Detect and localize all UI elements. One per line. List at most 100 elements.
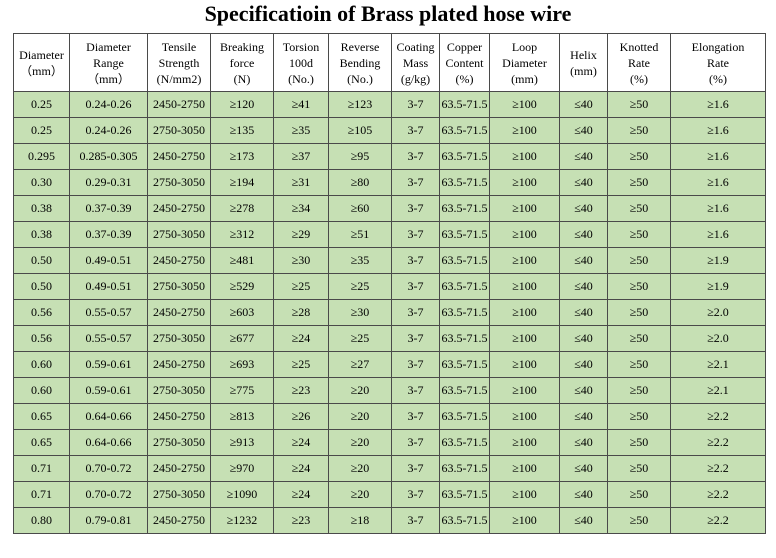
table-cell: ≥100	[489, 247, 560, 274]
table-cell: ≥2.2	[670, 481, 766, 508]
table-cell: ≥775	[210, 377, 274, 404]
table-cell: 0.37-0.39	[69, 195, 148, 222]
table-cell: ≥35	[328, 247, 392, 274]
column-header: Breaking force (N)	[210, 33, 274, 92]
table-cell: ≥2.1	[670, 377, 766, 404]
table-cell: ≥50	[607, 117, 671, 144]
table-cell: ≥29	[273, 221, 329, 248]
table-cell: 0.55-0.57	[69, 325, 148, 352]
table-cell: ≥60	[328, 195, 392, 222]
table-row: 0.30 0.29-0.31 2750-3050 ≥194 ≥31 ≥80 3-7 63.5-…	[13, 169, 766, 196]
table-row: 0.65 0.64-0.66 2450-2750 ≥813 ≥26 ≥20 3-7 63.5-…	[13, 403, 766, 430]
table-cell: ≥120	[210, 91, 274, 118]
table-cell: 63.5-71.5	[439, 247, 490, 274]
page-title: Specificatioin of Brass plated hose wire	[204, 1, 572, 26]
table-row: 0.25 0.24-0.26 2450-2750 ≥120 ≥41 ≥123 3-7 63.5…	[13, 91, 766, 118]
table-cell: ≤40	[559, 247, 608, 274]
table-cell: ≥20	[328, 481, 392, 508]
column-header-line: (No.)	[347, 71, 373, 86]
table-cell: ≥194	[210, 169, 274, 196]
column-header-line: Loop	[511, 39, 538, 54]
table-cell: ≥1090	[210, 481, 274, 508]
table-cell: ≤40	[559, 221, 608, 248]
table-cell: ≥50	[607, 299, 671, 326]
table-cell: ≥813	[210, 403, 274, 430]
table-cell: ≥2.2	[670, 429, 766, 456]
table-cell: ≥173	[210, 143, 274, 170]
table-cell: 0.25	[13, 91, 70, 118]
column-header: Copper Content (%)	[439, 33, 490, 92]
table-cell: ≥105	[328, 117, 392, 144]
table-body: 0.25 0.24-0.26 2450-2750 ≥120 ≥41 ≥123 3-7 63.5…	[13, 91, 766, 534]
table-cell: 0.49-0.51	[69, 273, 148, 300]
table-cell: ≥100	[489, 221, 560, 248]
table-cell: ≥41	[273, 91, 329, 118]
table-cell: ≥100	[489, 169, 560, 196]
table-cell: 2450-2750	[147, 351, 211, 378]
table-cell: ≥50	[607, 195, 671, 222]
table-cell: ≥50	[607, 455, 671, 482]
column-header: Helix (mm)	[559, 33, 608, 92]
column-header-line: Diameter	[86, 39, 131, 54]
table-cell: 3-7	[391, 143, 440, 170]
column-header-line: Knotted	[619, 39, 659, 54]
table-cell: 0.30	[13, 169, 70, 196]
table-cell: 63.5-71.5	[439, 221, 490, 248]
column-header-line: Copper	[446, 39, 483, 54]
table-cell: ≥24	[273, 429, 329, 456]
table-cell: ≥1.6	[670, 143, 766, 170]
table-cell: ≥51	[328, 221, 392, 248]
table-row: 0.60 0.59-0.61 2450-2750 ≥693 ≥25 ≥27 3-7 63.5-…	[13, 351, 766, 378]
column-header-line: (N)	[233, 71, 251, 86]
table-cell: ≥50	[607, 351, 671, 378]
table-cell: 63.5-71.5	[439, 169, 490, 196]
table-cell: ≥35	[273, 117, 329, 144]
column-header: Coating Mass (g/kg)	[391, 33, 440, 92]
table-cell: 2450-2750	[147, 195, 211, 222]
table-cell: 0.71	[13, 481, 70, 508]
table-cell: 0.80	[13, 507, 70, 534]
table-cell: 3-7	[391, 221, 440, 248]
table-cell: ≥50	[607, 273, 671, 300]
table-cell: ≥37	[273, 143, 329, 170]
table-cell: 3-7	[391, 299, 440, 326]
table-cell: ≥2.2	[670, 455, 766, 482]
table-cell: 63.5-71.5	[439, 143, 490, 170]
table-cell: 2750-3050	[147, 481, 211, 508]
table-cell: 0.38	[13, 221, 70, 248]
table-row: 0.56 0.55-0.57 2750-3050 ≥677 ≥24 ≥25 3-7 63.5-…	[13, 325, 766, 352]
table-cell: ≥970	[210, 455, 274, 482]
table-cell: ≥1.6	[670, 117, 766, 144]
column-header-line: Reverse	[340, 39, 380, 54]
table-cell: ≥481	[210, 247, 274, 274]
table-cell: ≥100	[489, 299, 560, 326]
table-cell: ≥25	[273, 351, 329, 378]
table-row: 0.71 0.70-0.72 2450-2750 ≥970 ≥24 ≥20 3-7 63.5-…	[13, 455, 766, 482]
table-cell: ≥20	[328, 403, 392, 430]
column-header-line: Range	[93, 55, 124, 70]
table-cell: 0.65	[13, 403, 70, 430]
column-header-line: Coating	[396, 39, 435, 54]
table-cell: ≥123	[328, 91, 392, 118]
column-header: Diameter （mm）	[13, 33, 70, 92]
table-cell: ≥31	[273, 169, 329, 196]
table-cell: ≥100	[489, 273, 560, 300]
table-cell: 0.64-0.66	[69, 403, 148, 430]
table-cell: ≥100	[489, 377, 560, 404]
table-cell: ≥50	[607, 429, 671, 456]
table-cell: 0.29-0.31	[69, 169, 148, 196]
table-cell: ≥100	[489, 403, 560, 430]
table-cell: 0.24-0.26	[69, 91, 148, 118]
column-header-line: (N/mm2)	[156, 71, 202, 86]
table-cell: ≥25	[328, 325, 392, 352]
column-header-line: (%)	[455, 71, 474, 86]
table-cell: ≥50	[607, 325, 671, 352]
table-row: 0.295 0.285-0.305 2450-2750 ≥173 ≥37 ≥95 3-7 63…	[13, 143, 766, 170]
table-cell: ≥30	[273, 247, 329, 274]
table-cell: ≥50	[607, 481, 671, 508]
table-cell: 0.70-0.72	[69, 455, 148, 482]
table-row: 0.56 0.55-0.57 2450-2750 ≥603 ≥28 ≥30 3-7 63.5-…	[13, 299, 766, 326]
table-cell: 0.60	[13, 351, 70, 378]
table-cell: 3-7	[391, 273, 440, 300]
table-cell: 2450-2750	[147, 299, 211, 326]
